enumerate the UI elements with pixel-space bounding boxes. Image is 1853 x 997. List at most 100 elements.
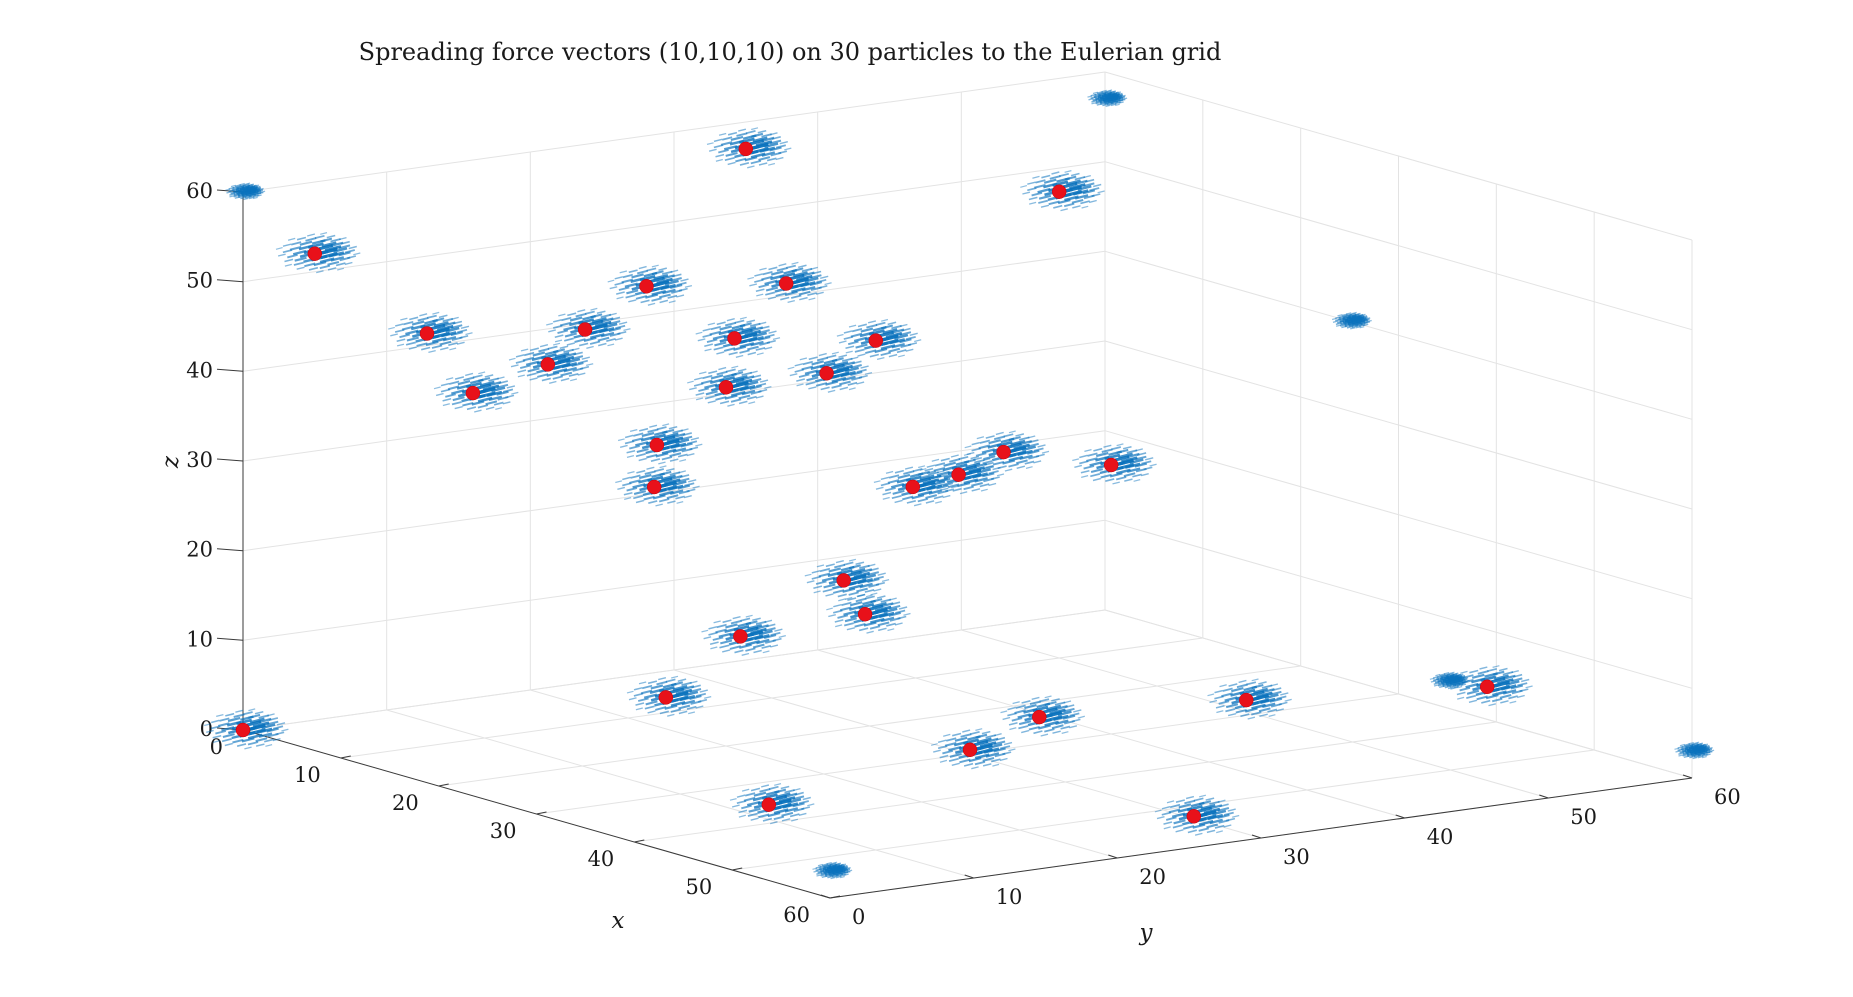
force-vector [1118,95,1126,100]
force-vector [353,252,361,256]
force-vector [678,710,688,715]
particle-marker [540,357,556,372]
force-vector [958,455,969,460]
y-axis-label: y [1139,920,1154,946]
force-vector [1037,187,1051,194]
force-vector [888,347,901,353]
force-vector [1077,185,1092,191]
particle-force-cluster [930,728,1016,770]
force-vector [988,482,997,487]
force-vector [1092,97,1100,102]
force-vector [798,373,810,378]
force-vector [1049,708,1066,716]
force-vector [1031,696,1040,700]
force-vector [1284,698,1292,702]
force-vector [859,331,875,338]
force-vector [867,320,877,324]
force-vector [718,329,733,336]
force-vector [330,256,345,262]
force-vector [744,792,756,797]
force-vector [894,469,904,474]
force-vector [233,713,245,718]
force-vector [396,338,406,343]
force-vector [706,338,718,344]
force-vector [752,331,767,338]
force-vector [758,283,770,289]
force-vector [754,633,770,641]
force-vector [505,394,515,399]
force-vector [472,374,483,379]
force-vector [638,477,653,484]
force-vector [212,734,222,739]
force-vector [764,619,773,623]
force-vector [1230,690,1245,697]
force-vector [770,644,779,648]
force-vector [686,453,695,457]
force-vector [981,448,995,454]
force-vector [614,281,625,286]
force-vector [809,281,823,287]
force-vector [1095,101,1103,105]
force-vector [885,470,894,474]
force-vector [547,345,558,350]
force-vector [568,320,584,327]
force-vector [1053,714,1069,722]
force-vector [1227,808,1236,812]
force-vector [520,348,529,352]
force-vector [586,363,594,367]
force-vector [478,371,486,375]
force-vector [645,700,658,706]
force-vector [810,364,825,371]
force-vector [626,487,638,492]
force-vector [820,386,830,391]
z-tick [216,548,244,552]
force-vector [265,744,273,747]
force-vector [939,754,949,759]
force-vector [1454,673,1462,678]
force-vector [827,571,842,578]
force-vector [553,319,562,323]
force-vector [1199,794,1207,798]
force-vector [693,382,704,387]
force-vector [445,393,456,398]
particle-force-cluster [706,127,792,169]
force-vector [1057,198,1071,205]
force-vector [686,440,698,445]
force-vector [936,477,949,483]
grid-layer [242,71,1693,899]
force-vector [729,798,737,801]
force-vector [739,384,756,392]
force-vector [936,470,945,474]
force-vector [857,323,867,328]
force-vector [623,491,633,496]
force-vector [971,447,982,452]
force-vector [756,352,764,356]
force-vector [1477,670,1489,675]
force-vector [758,335,771,342]
force-vector [835,862,842,866]
particle-marker [1239,692,1254,708]
force-vector [662,423,670,427]
force-vector [1460,683,1467,686]
force-vector [1519,688,1529,692]
force-vector [836,863,844,868]
force-vector [828,567,842,573]
force-vector [954,736,968,742]
force-vector [515,354,525,358]
force-vector [1103,444,1112,448]
force-vector [822,588,833,593]
force-vector [746,800,761,807]
force-vector [684,482,695,487]
force-vector [663,432,679,439]
force-vector [959,758,971,764]
force-vector [1354,312,1361,316]
force-vector [256,727,273,734]
force-vector [866,630,874,634]
force-vector [848,591,859,596]
force-vector [666,494,679,500]
force-vector [1118,101,1124,104]
force-vector [718,632,732,638]
force-vector [256,194,262,197]
force-vector [1175,799,1185,803]
force-vector [330,238,341,243]
